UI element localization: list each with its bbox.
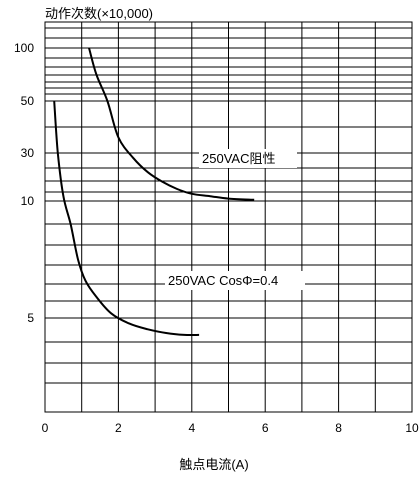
- x-axis-title: 触点电流(A): [179, 457, 248, 472]
- y-tick-label: 5: [27, 311, 34, 325]
- series-label-background: [165, 271, 305, 290]
- x-tick-labels: 0 2 4 6 8 10: [42, 421, 419, 435]
- series-label: 250VAC CosΦ=0.4: [168, 273, 278, 288]
- x-tick-label: 0: [42, 421, 49, 435]
- series-labels: 250VAC阻性 250VAC CosΦ=0.4: [165, 149, 305, 290]
- plot-border: [44, 21, 413, 413]
- series-lines: [53, 47, 255, 337]
- x-tick-label: 10: [405, 421, 419, 435]
- y-tick-labels: 100 50 30 10 5: [14, 41, 34, 325]
- x-tick-label: 2: [115, 421, 122, 435]
- x-tick-label: 4: [188, 421, 195, 435]
- x-tick-label: 8: [335, 421, 342, 435]
- y-tick-label: 50: [21, 94, 35, 108]
- series-line-250vac-resistive: [88, 47, 255, 201]
- y-axis-title: 动作次数(×10,000): [45, 6, 153, 21]
- x-tick-label: 6: [262, 421, 269, 435]
- y-tick-label: 10: [21, 194, 35, 208]
- series-label: 250VAC阻性: [202, 151, 275, 166]
- series-line-250vac-cosphi-0-4: [53, 100, 200, 337]
- y-tick-label: 100: [14, 41, 34, 55]
- y-tick-label: 30: [21, 146, 35, 160]
- series-label-background: [199, 149, 297, 168]
- grid: [45, 22, 412, 412]
- plot-frame: [44, 21, 413, 413]
